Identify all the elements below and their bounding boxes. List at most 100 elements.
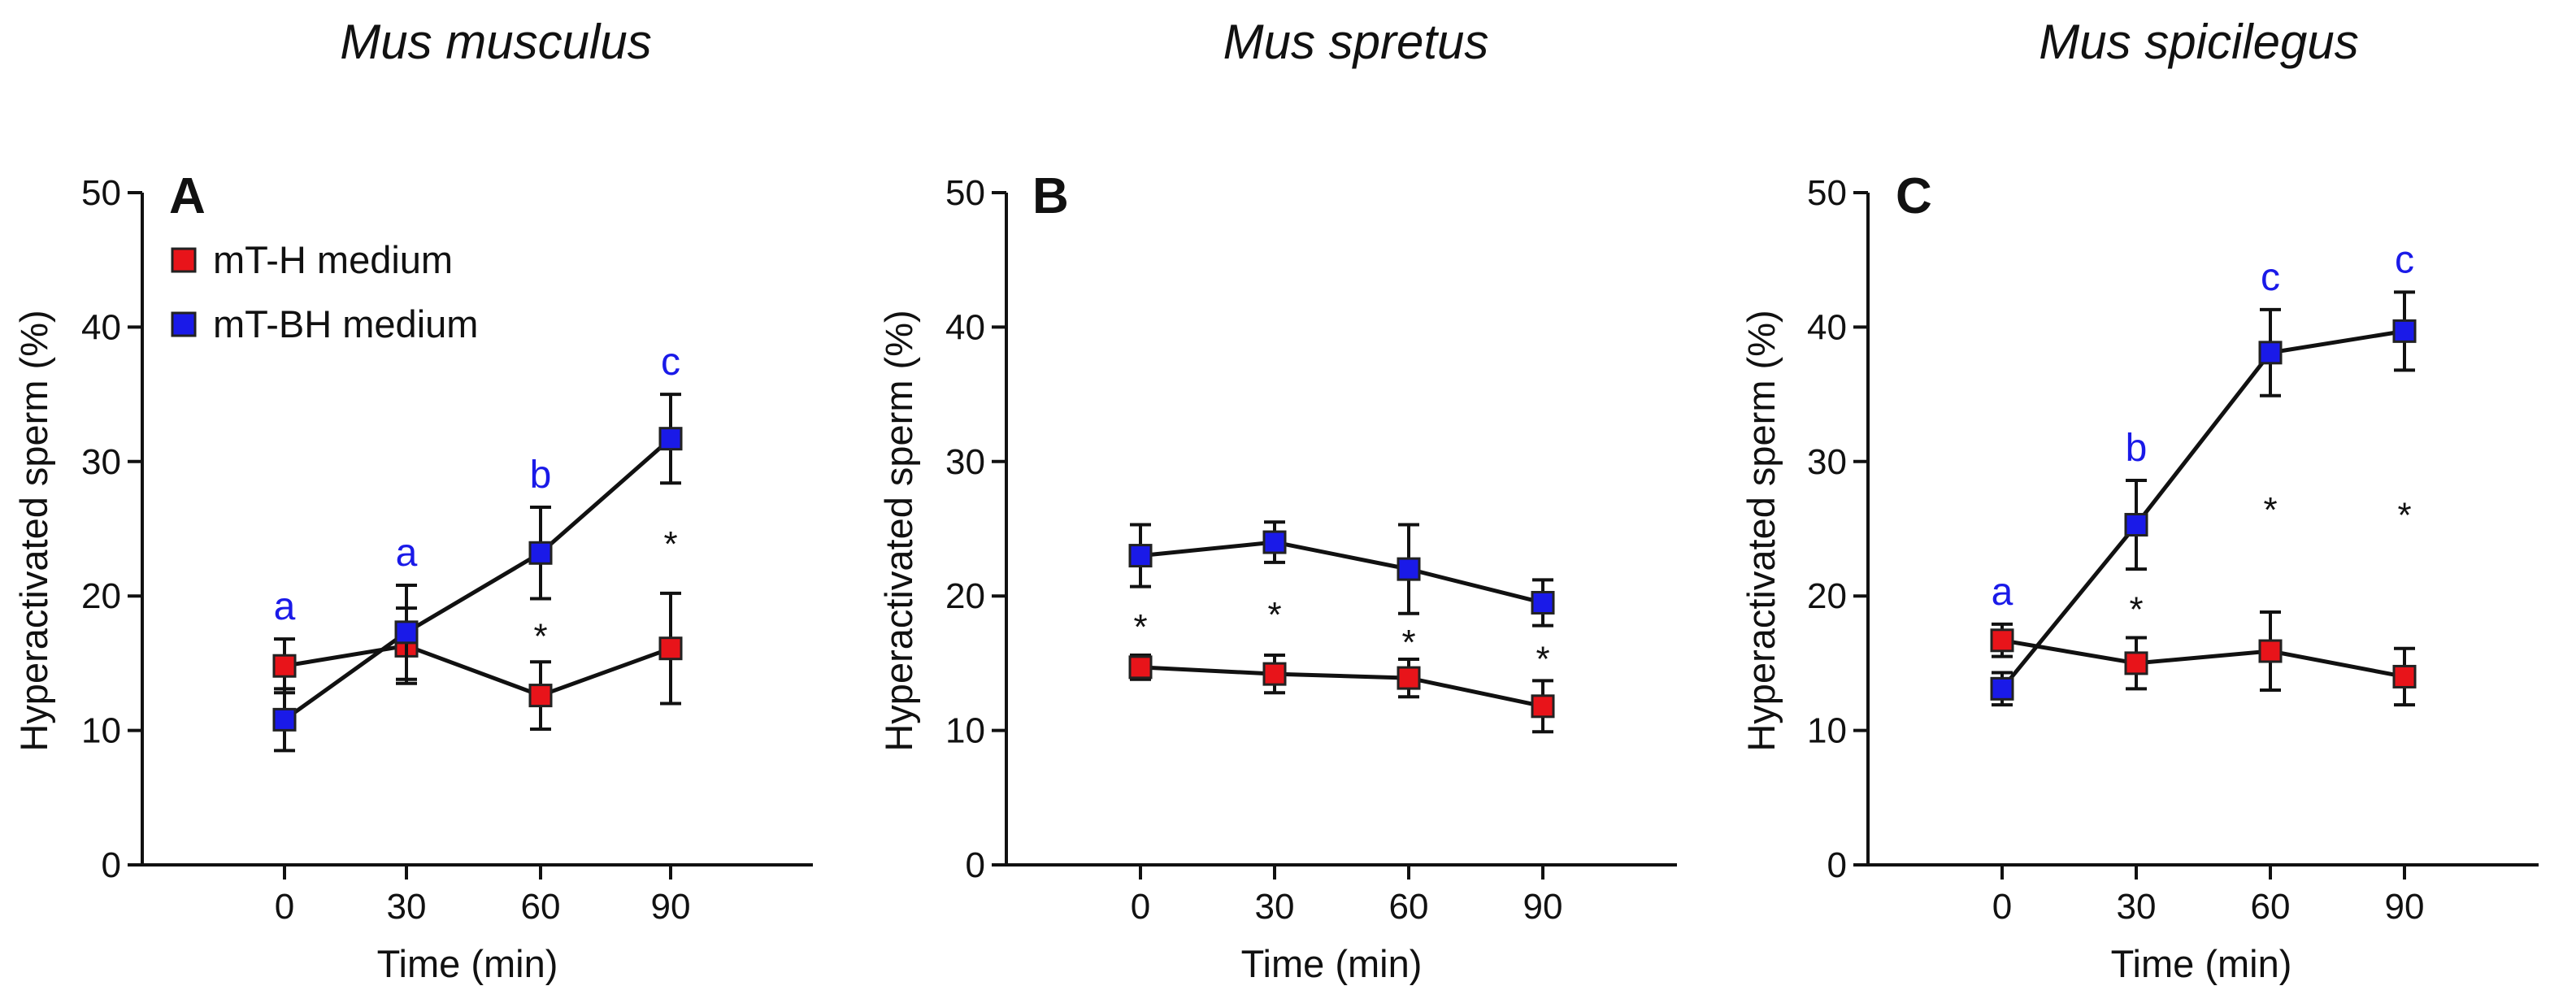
data-point-mt-h xyxy=(2392,664,2417,688)
significance-star: * xyxy=(2263,490,2277,530)
y-tick-label: 40 xyxy=(81,307,121,347)
significance-star: * xyxy=(1401,623,1415,662)
x-tick-label: 30 xyxy=(387,887,427,927)
panel-a-title: Mus musculus xyxy=(340,15,651,69)
y-tick-label: 50 xyxy=(945,173,985,213)
x-tick-label: 60 xyxy=(521,887,561,927)
legend-mt-h-label: mT-H medium xyxy=(213,238,453,281)
data-point-mt-h xyxy=(1262,662,1287,686)
series-line-mt-h xyxy=(284,643,671,698)
series-line-mt-h xyxy=(2001,638,2405,679)
y-tick-label: 10 xyxy=(1807,711,1847,751)
significance-star: * xyxy=(1133,607,1147,647)
panel-c-x-axis-label: Time (min) xyxy=(2111,942,2292,985)
x-tick-label: 30 xyxy=(1255,887,1295,927)
data-point-mt-bh xyxy=(1990,676,2014,701)
legend: mT-H medium mT-BH medium xyxy=(171,238,478,345)
y-tick-label: 0 xyxy=(1827,845,1847,885)
panel-a-letter: A xyxy=(169,168,206,224)
significance-letter: c xyxy=(661,341,680,384)
significance-letter: b xyxy=(530,454,552,497)
panel-b-title: Mus spretus xyxy=(1223,15,1489,69)
panel-c-title: Mus spicilegus xyxy=(2039,15,2359,69)
panel-c-letter: C xyxy=(1896,168,1932,224)
y-tick-label: 0 xyxy=(966,845,985,885)
x-tick-label: 60 xyxy=(2251,887,2291,927)
panel-a: Mus musculus A Hyperactivated sperm (%) … xyxy=(12,15,813,985)
significance-letter: a xyxy=(1992,571,2013,614)
data-point-mt-h xyxy=(1128,655,1153,680)
data-point-mt-h xyxy=(2258,639,2283,663)
series-line-mt-bh xyxy=(1140,540,1544,605)
x-tick-label: 60 xyxy=(1389,887,1429,927)
data-point-mt-bh xyxy=(2392,319,2417,343)
panel-a-y-axis-label: Hyperactivated sperm (%) xyxy=(12,310,55,751)
x-tick-label: 90 xyxy=(1523,887,1563,927)
y-tick-label: 40 xyxy=(1807,307,1847,347)
legend-mt-bh-label: mT-BH medium xyxy=(213,302,478,345)
significance-letter: c xyxy=(2395,238,2414,281)
significance-star: * xyxy=(533,616,547,656)
data-point-mt-h xyxy=(2124,651,2148,675)
data-point-mt-bh xyxy=(1262,530,1287,554)
x-tick-label: 0 xyxy=(1992,887,2012,927)
series-line-mt-h xyxy=(1140,665,1544,709)
panel-c: Mus spicilegus C Hyperactivated sperm (%… xyxy=(1740,15,2539,985)
data-point-mt-bh xyxy=(394,620,419,645)
data-point-mt-bh xyxy=(1397,557,1421,581)
panel-a-x-axis-label: Time (min) xyxy=(377,942,558,985)
legend-mt-h-marker xyxy=(171,247,197,273)
data-point-mt-h xyxy=(272,654,297,678)
data-point-mt-bh xyxy=(658,427,683,451)
x-tick-label: 90 xyxy=(651,887,691,927)
significance-star: * xyxy=(2397,496,2411,536)
data-point-mt-bh xyxy=(1128,544,1153,568)
panel-c-plot: 0 10 20 30 40 50 0 30 60 90 a b c c * * * xyxy=(1807,173,2539,927)
panel-b: Mus spretus B Hyperactivated sperm (%) T… xyxy=(877,15,1677,985)
legend-mt-bh-marker xyxy=(171,311,197,337)
y-tick-label: 20 xyxy=(1807,576,1847,616)
y-tick-label: 20 xyxy=(81,576,121,616)
y-tick-label: 30 xyxy=(945,442,985,482)
panel-c-y-axis-label: Hyperactivated sperm (%) xyxy=(1740,310,1783,751)
y-tick-label: 30 xyxy=(1807,442,1847,482)
significance-letter: b xyxy=(2126,427,2148,470)
data-point-mt-bh xyxy=(272,707,297,732)
y-tick-label: 30 xyxy=(81,442,121,482)
data-point-mt-bh xyxy=(2124,513,2148,537)
y-tick-label: 50 xyxy=(81,173,121,213)
data-point-mt-h xyxy=(528,684,553,708)
panel-b-y-axis-label: Hyperactivated sperm (%) xyxy=(877,310,920,751)
significance-letter: a xyxy=(396,532,418,575)
significance-star: * xyxy=(1536,639,1549,679)
y-tick-label: 20 xyxy=(945,576,985,616)
x-tick-label: 90 xyxy=(2385,887,2425,927)
y-tick-label: 50 xyxy=(1807,173,1847,213)
data-point-mt-h xyxy=(1531,694,1555,719)
series-line-mt-bh xyxy=(283,437,672,722)
panel-b-letter: B xyxy=(1032,168,1069,224)
x-tick-label: 0 xyxy=(275,887,294,927)
data-point-mt-bh xyxy=(2258,341,2283,365)
series-line-mt-bh xyxy=(2000,328,2405,690)
significance-star: * xyxy=(663,524,677,564)
y-tick-label: 10 xyxy=(945,711,985,751)
data-point-mt-h xyxy=(1990,628,2014,653)
data-point-mt-h xyxy=(1397,666,1421,690)
y-tick-label: 40 xyxy=(945,307,985,347)
significance-star: * xyxy=(1267,595,1281,635)
panel-b-plot: 0 10 20 30 40 50 0 30 60 90 * * * * xyxy=(945,173,1677,927)
significance-letter: c xyxy=(2261,256,2280,299)
data-point-mt-h xyxy=(658,636,683,661)
panel-b-x-axis-label: Time (min) xyxy=(1241,942,1423,985)
x-tick-label: 0 xyxy=(1131,887,1150,927)
panel-a-plot: 0 10 20 30 40 50 0 30 60 90 a a b c * * xyxy=(81,173,813,927)
data-point-mt-bh xyxy=(528,541,553,565)
significance-letter: a xyxy=(274,585,296,628)
y-tick-label: 0 xyxy=(102,845,121,885)
x-tick-label: 30 xyxy=(2117,887,2157,927)
data-point-mt-bh xyxy=(1531,590,1555,615)
significance-star: * xyxy=(2129,589,2143,629)
y-tick-label: 10 xyxy=(81,711,121,751)
